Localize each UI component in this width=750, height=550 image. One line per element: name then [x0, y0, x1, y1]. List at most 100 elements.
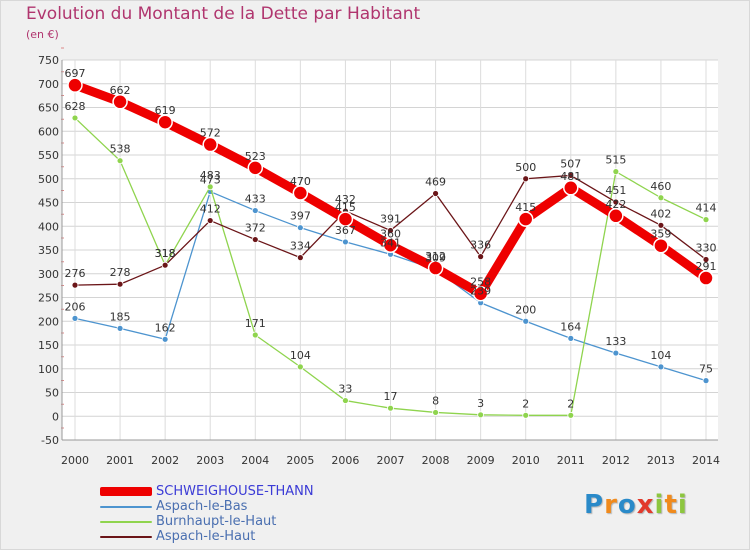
data-label: 469: [425, 175, 446, 188]
logo-letter: t: [664, 490, 678, 520]
data-point: [563, 180, 579, 196]
legend-label: SCHWEIGHOUSE-THANN: [156, 484, 314, 499]
data-point: [698, 270, 714, 286]
legend-swatch: [100, 505, 152, 508]
data-point: [702, 256, 710, 263]
data-point: [612, 349, 620, 357]
legend-swatch: [100, 520, 152, 523]
data-point: [567, 334, 575, 342]
data-point: [608, 208, 624, 224]
x-tick-label: 2003: [196, 454, 224, 467]
legend-item: Aspach-le-Bas: [100, 499, 314, 514]
data-point: [702, 216, 710, 224]
data-point: [161, 335, 169, 343]
y-tick-label: 450: [38, 197, 59, 210]
y-tick-label: 350: [38, 244, 59, 257]
y-tick-label: 700: [38, 78, 59, 91]
data-point: [206, 217, 214, 224]
logo-letter: i: [654, 490, 665, 520]
legend-item: SCHWEIGHOUSE-THANN: [100, 484, 314, 499]
data-label: 341: [380, 236, 401, 249]
data-point: [477, 253, 485, 261]
data-point: [612, 198, 620, 206]
data-label: 500: [515, 161, 536, 174]
data-label: 619: [155, 104, 176, 117]
y-tick-label: 200: [38, 315, 59, 328]
y-tick-label: -50: [41, 434, 59, 447]
data-label: 662: [110, 84, 131, 97]
data-point: [522, 175, 530, 183]
data-label: 162: [155, 321, 176, 334]
y-tick-label: 500: [38, 173, 59, 186]
data-point: [657, 194, 665, 202]
data-label: 336: [470, 239, 491, 252]
data-point: [612, 168, 620, 176]
data-point: [382, 237, 399, 253]
x-tick-label: 2011: [557, 454, 585, 467]
data-label: 572: [200, 127, 221, 140]
legend-swatch: [100, 487, 152, 496]
data-point: [477, 411, 485, 419]
data-point: [657, 363, 665, 371]
data-label: 330: [696, 242, 717, 255]
logo-letter: r: [604, 490, 618, 520]
legend-item: Aspach-le-Haut: [100, 529, 314, 544]
data-label: 312: [425, 250, 446, 263]
data-label: 391: [380, 213, 401, 226]
x-tick-label: 2004: [241, 454, 269, 467]
data-point: [342, 238, 349, 246]
data-label: 483: [200, 169, 221, 182]
data-label: 470: [290, 175, 311, 188]
data-label: 433: [245, 193, 266, 206]
data-label: 276: [65, 267, 86, 280]
legend-swatch: [100, 535, 152, 538]
legend-item: Burnhaupt-le-Haut: [100, 514, 314, 529]
data-point: [427, 260, 444, 276]
x-tick-label: 2009: [467, 454, 495, 467]
y-tick-label: 0: [52, 410, 59, 423]
data-label: 309: [425, 251, 446, 264]
data-point: [247, 160, 264, 176]
data-label: 200: [515, 303, 536, 316]
x-tick-label: 2010: [512, 454, 540, 467]
data-label: 75: [699, 363, 713, 376]
data-label: 104: [290, 349, 311, 362]
legend-label: Aspach-le-Bas: [156, 499, 248, 514]
data-point: [387, 227, 394, 234]
data-label: 507: [560, 157, 581, 170]
data-label: 360: [380, 227, 401, 240]
data-label: 206: [65, 300, 86, 313]
data-point: [387, 404, 394, 412]
x-tick-label: 2007: [377, 454, 405, 467]
y-tick-label: 550: [38, 149, 59, 162]
x-tick-label: 2000: [61, 454, 89, 467]
legend-label: Burnhaupt-le-Haut: [156, 514, 277, 529]
data-label: 372: [245, 222, 266, 235]
data-point: [251, 236, 259, 243]
data-label: 460: [650, 180, 671, 193]
data-point: [116, 280, 124, 288]
data-label: 473: [200, 174, 221, 187]
y-tick-label: 400: [38, 220, 59, 233]
data-label: 367: [335, 224, 356, 237]
data-point: [206, 183, 214, 191]
data-label: 185: [110, 310, 131, 323]
y-tick-label: 600: [38, 125, 59, 138]
data-label: 2: [567, 397, 574, 410]
data-label: 318: [155, 247, 176, 260]
data-label: 451: [605, 184, 626, 197]
data-label: 171: [245, 317, 266, 330]
data-label: 8: [432, 394, 439, 407]
data-label: 291: [696, 260, 717, 273]
data-point: [567, 411, 575, 419]
x-tick-label: 2005: [286, 454, 314, 467]
y-tick-label: 250: [38, 292, 59, 305]
data-label: 334: [290, 240, 311, 253]
data-label: 415: [515, 201, 536, 214]
data-label: 432: [335, 193, 356, 206]
data-label: 239: [470, 285, 491, 298]
x-tick-label: 2008: [422, 454, 450, 467]
x-tick-label: 2006: [331, 454, 359, 467]
data-label: 397: [290, 210, 311, 223]
y-tick-label: 150: [38, 339, 59, 352]
